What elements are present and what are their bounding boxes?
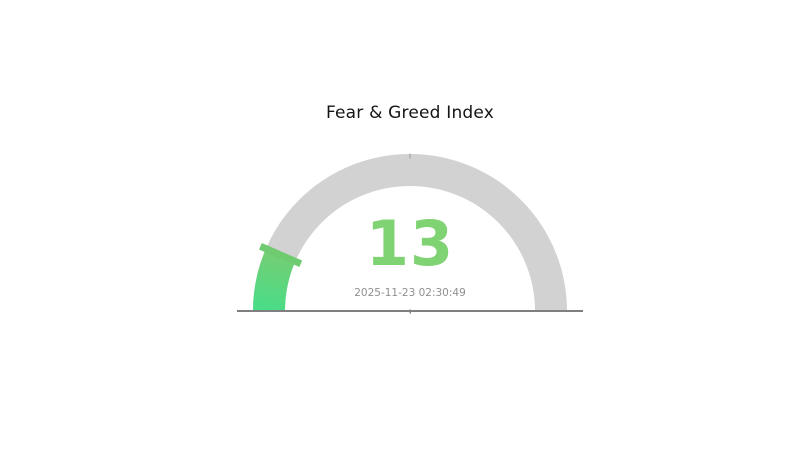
gauge-timestamp: 2025-11-23 02:30:49 <box>354 287 466 299</box>
gauge-track-arc <box>253 154 567 312</box>
gauge-minor-tick-top <box>409 153 411 159</box>
gauge-value-label: 13 <box>365 206 455 280</box>
gauge-needle-tick <box>259 243 303 267</box>
chart-title: Fear & Greed Index <box>325 103 495 123</box>
gauge-center-notch <box>409 309 411 314</box>
